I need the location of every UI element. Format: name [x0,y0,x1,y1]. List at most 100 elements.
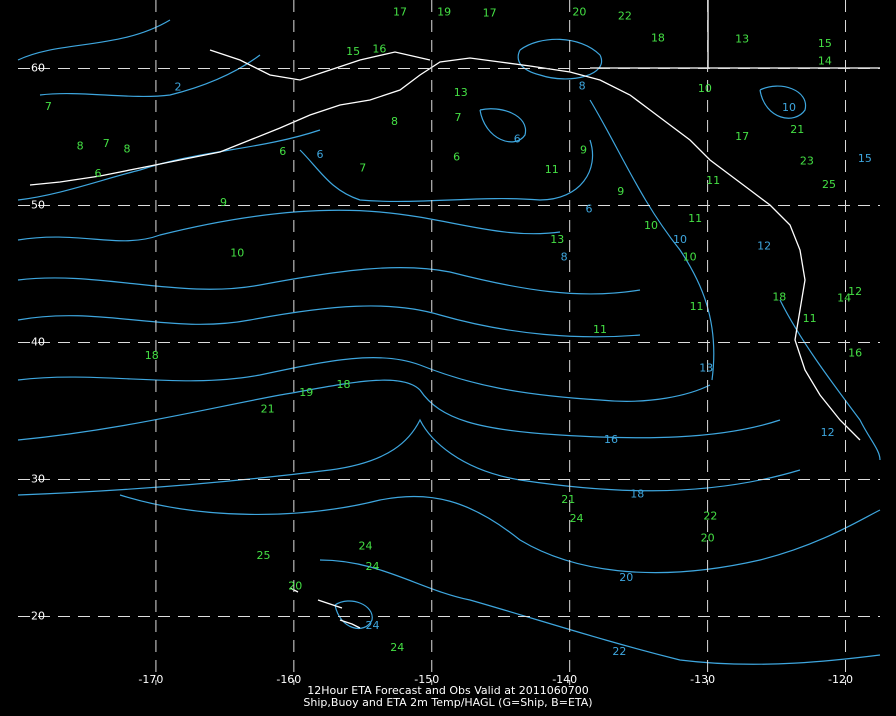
contour-label: 10 [782,101,796,114]
contour-line [517,38,603,80]
observation-value: 24 [365,560,379,573]
observation-value: 24 [570,512,584,525]
observation-value: 16 [372,42,386,55]
observation-value: 19 [299,386,313,399]
observation-value: 7 [45,100,52,113]
contour-line [17,418,801,496]
observation-value: 15 [346,45,360,58]
grid [18,0,880,685]
contour-line [17,129,321,201]
x-tick-label: -160 [276,673,301,686]
observation-value: 10 [230,246,244,259]
observation-value: 18 [772,290,786,303]
observation-value: 18 [651,31,665,44]
observation-value: 9 [617,185,624,198]
contour-line [17,379,781,441]
observation-value: 9 [580,144,587,157]
observation-value: 6 [94,167,101,180]
x-tick-label: -150 [414,673,439,686]
coastlines [29,0,880,629]
observation-value: 8 [77,140,84,153]
observation-value: 21 [261,403,275,416]
contour-line [39,54,261,98]
contour-label: 12 [757,240,771,253]
observation-value: 20 [288,579,302,592]
contour-line [119,494,881,574]
observation-value: 11 [706,174,720,187]
contour-line [319,559,881,665]
observation-value: 17 [393,5,407,18]
observation-value: 24 [359,540,373,553]
observation-value: 11 [688,212,702,225]
contour-label: 15 [858,152,872,165]
observation-value: 13 [454,86,468,99]
contour-line [759,85,807,119]
observation-value: 20 [572,5,586,18]
y-tick-label: 30 [31,473,45,486]
contour-line [589,99,715,381]
contour-line [479,108,527,143]
observation-value: 7 [454,111,461,124]
contour-label: 13 [699,362,713,375]
observation-value: 10 [644,219,658,232]
observation-value: 20 [701,531,715,544]
observation-value: 13 [735,33,749,46]
contour-label: 8 [561,251,568,264]
observation-value: 17 [483,7,497,20]
observation-value: 19 [437,5,451,18]
observation-value: 14 [818,55,832,68]
map-title: 12Hour ETA Forecast and Obs Valid at 201… [307,684,588,697]
observation-value: 10 [683,251,697,264]
contour-line [17,19,171,61]
observation-value: 14 [837,292,851,305]
contour-line [17,209,561,242]
contour-label: 6 [585,203,592,216]
observation-value: 8 [123,142,130,155]
contour-label: 12 [821,426,835,439]
observation-value: 9 [220,196,227,209]
contour-label: 20 [619,571,633,584]
x-tick-label: -120 [828,673,853,686]
observation-value: 12 [848,285,862,298]
observation-value: 17 [735,130,749,143]
observation-value: 8 [391,115,398,128]
alaska-coast [209,49,861,441]
contour-label: 2 [174,81,181,94]
observation-value: 21 [790,123,804,136]
contour-label: 6 [514,133,521,146]
contours [17,19,881,665]
aleutian-coast [29,57,531,186]
x-tick-label: -130 [690,673,715,686]
observation-value: 6 [453,151,460,164]
observation-value: 22 [703,509,717,522]
contour-label: 22 [612,645,626,658]
observation-value: 21 [561,493,575,506]
contour-label: 6 [317,148,324,161]
labels: -170 -160 -150 -140 -130 -120 20 30 40 50 60 2 6 6 8 6 8… [31,5,872,686]
observation-value: 16 [848,346,862,359]
observation-value: 10 [698,82,712,95]
observation-value: 25 [822,178,836,191]
observation-value: 11 [545,163,559,176]
contour-label: 8 [579,79,586,92]
observation-value: 18 [145,349,159,362]
y-tick-label: 60 [31,62,45,75]
observation-value: 15 [818,37,832,50]
observation-value: 22 [618,9,632,22]
y-tick-label: 50 [31,199,45,212]
observation-value: 11 [803,312,817,325]
observation-value: 23 [800,155,814,168]
y-tick-label: 20 [31,610,45,623]
map-subtitle: Ship,Buoy and ETA 2m Temp/HAGL (G=Ship, … [303,696,592,709]
contour-line [17,266,641,295]
contour-label: 10 [673,233,687,246]
x-tick-label: -140 [552,673,577,686]
observation-value: 24 [390,641,404,654]
observation-value: 25 [256,549,270,562]
y-tick-label: 40 [31,336,45,349]
observation-value: 6 [279,145,286,158]
observation-value: 7 [103,137,110,150]
